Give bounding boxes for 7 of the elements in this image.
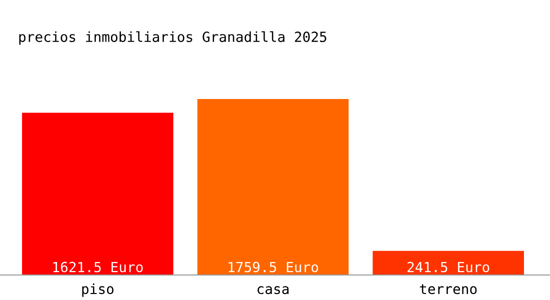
- chart-title: precios inmobiliarios Granadilla 2025: [19, 31, 326, 45]
- x-tick-label: casa: [258, 286, 289, 294]
- x-tick-label: terreno: [420, 284, 477, 294]
- data-label: 241.5 Euro: [408, 262, 490, 272]
- x-tick-label: piso: [82, 283, 114, 297]
- data-label: 1759.5 Euro: [228, 262, 318, 272]
- data-label: 1621.5 Euro: [53, 262, 143, 272]
